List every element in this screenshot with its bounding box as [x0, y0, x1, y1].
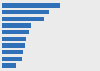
Bar: [2, 50, 23, 54]
Bar: [2, 37, 26, 41]
Bar: [2, 30, 29, 34]
Bar: [2, 23, 31, 28]
Bar: [2, 3, 60, 8]
Bar: [2, 17, 44, 21]
Bar: [2, 57, 22, 61]
Bar: [2, 10, 49, 14]
Bar: [2, 63, 16, 68]
Bar: [2, 43, 25, 48]
